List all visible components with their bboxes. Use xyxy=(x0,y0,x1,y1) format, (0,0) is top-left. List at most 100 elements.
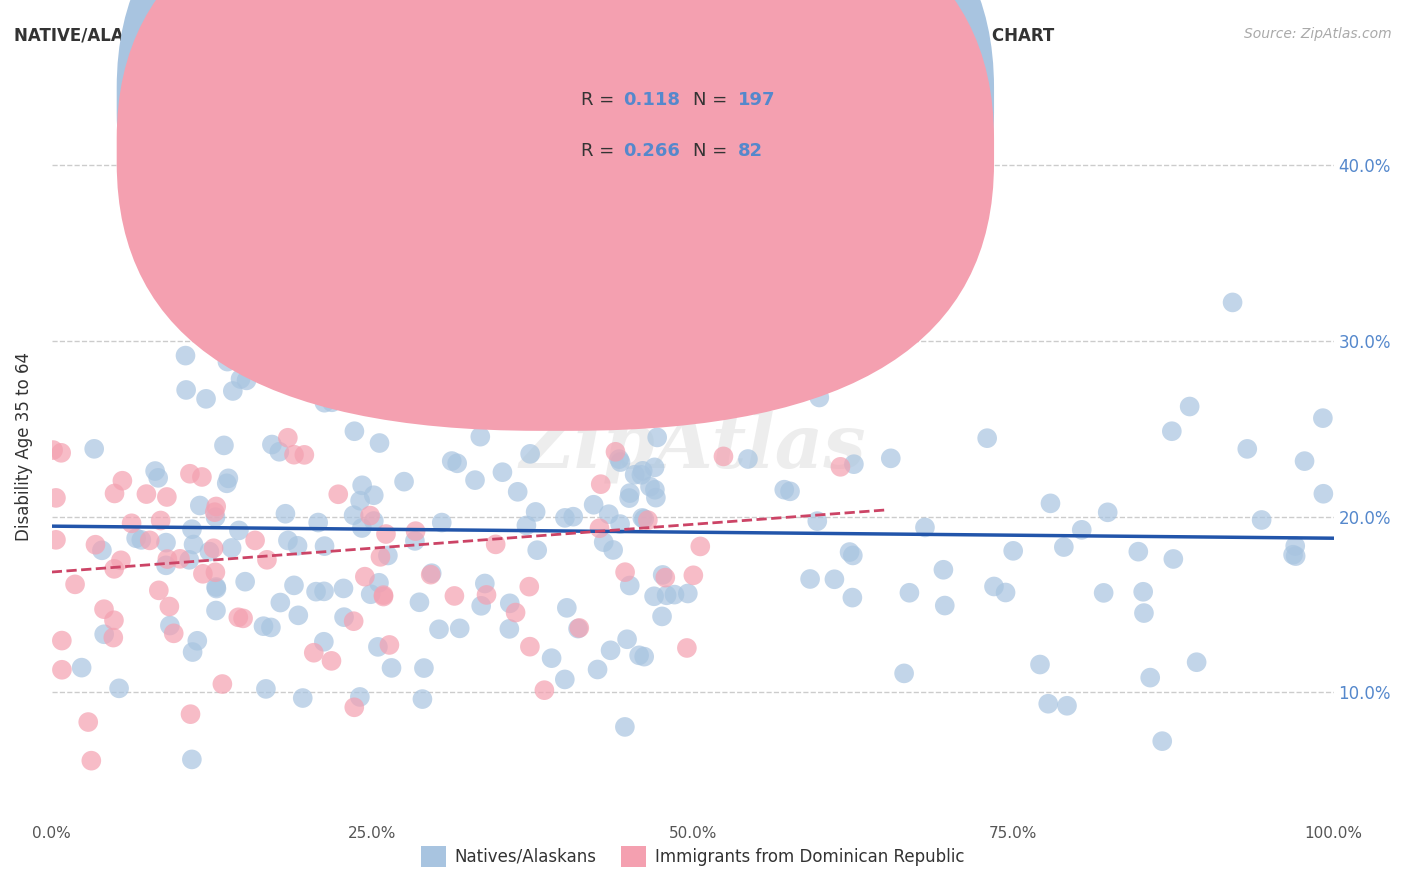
Point xyxy=(108,681,131,696)
Point xyxy=(45,491,67,505)
Point xyxy=(644,460,666,475)
Point xyxy=(353,569,375,583)
Point xyxy=(592,535,614,549)
Point xyxy=(148,583,170,598)
Point xyxy=(229,372,252,386)
Point xyxy=(291,691,314,706)
Point xyxy=(499,596,522,610)
Point xyxy=(277,431,299,445)
Point xyxy=(609,517,631,532)
Point xyxy=(221,541,243,555)
Text: R =: R = xyxy=(581,142,620,160)
Point xyxy=(314,539,336,553)
Point xyxy=(1163,552,1185,566)
Point xyxy=(77,714,100,729)
Point xyxy=(42,443,65,458)
Point xyxy=(599,643,621,657)
Point xyxy=(292,448,315,462)
Point xyxy=(637,513,659,527)
Point xyxy=(121,516,143,531)
Point xyxy=(617,377,640,392)
Point xyxy=(155,558,177,573)
Point xyxy=(215,476,238,491)
Point xyxy=(631,511,654,525)
Point xyxy=(1097,505,1119,519)
Point xyxy=(893,666,915,681)
Point xyxy=(474,576,496,591)
Point xyxy=(111,474,134,488)
Point xyxy=(205,580,228,594)
Point xyxy=(343,424,366,438)
Text: 0.118: 0.118 xyxy=(623,91,681,109)
Point xyxy=(582,498,605,512)
Point xyxy=(180,752,202,766)
Point xyxy=(283,448,305,462)
Point xyxy=(1178,400,1201,414)
Point xyxy=(602,543,624,558)
Text: Source: ZipAtlas.com: Source: ZipAtlas.com xyxy=(1244,27,1392,41)
Point xyxy=(368,436,391,450)
Point xyxy=(555,600,578,615)
Legend: Natives/Alaskans, Immigrants from Dominican Republic: Natives/Alaskans, Immigrants from Domini… xyxy=(415,839,972,873)
Point xyxy=(651,568,673,582)
Point xyxy=(1128,544,1150,558)
Point xyxy=(380,661,402,675)
Point xyxy=(350,521,373,535)
Point xyxy=(567,622,589,636)
Point xyxy=(655,588,678,602)
Point xyxy=(93,627,115,641)
Point xyxy=(254,681,277,696)
Point xyxy=(609,455,631,469)
Point xyxy=(983,579,1005,593)
Text: R =: R = xyxy=(581,91,620,109)
Text: 197: 197 xyxy=(738,91,776,109)
Point xyxy=(226,610,249,624)
Point xyxy=(633,649,655,664)
Point xyxy=(388,382,411,396)
Point xyxy=(368,575,391,590)
Point xyxy=(491,465,513,479)
Point xyxy=(169,551,191,566)
Point xyxy=(93,602,115,616)
Point xyxy=(342,508,364,523)
Point xyxy=(373,588,395,602)
Point xyxy=(413,661,436,675)
Point xyxy=(430,516,453,530)
Point xyxy=(49,446,72,460)
Point xyxy=(287,608,309,623)
Point xyxy=(260,620,283,634)
Point xyxy=(1056,698,1078,713)
Point xyxy=(363,514,385,528)
Point xyxy=(614,565,637,579)
Point xyxy=(174,383,197,397)
Point xyxy=(252,619,274,633)
Point xyxy=(799,572,821,586)
Point xyxy=(737,452,759,467)
Point xyxy=(529,396,551,410)
Point xyxy=(631,464,654,478)
Point xyxy=(630,467,652,482)
Point xyxy=(643,589,665,603)
Point xyxy=(204,566,226,580)
Point xyxy=(505,606,527,620)
Point xyxy=(1092,586,1115,600)
Point xyxy=(352,478,374,492)
Point xyxy=(1152,734,1174,748)
Point xyxy=(842,549,865,563)
Point xyxy=(204,510,226,524)
Point xyxy=(550,405,572,419)
Point xyxy=(598,507,620,521)
Point xyxy=(103,631,125,645)
Point xyxy=(808,391,831,405)
Point xyxy=(283,318,305,332)
Point xyxy=(333,610,356,624)
Point xyxy=(440,454,463,468)
Point xyxy=(373,590,395,604)
Point xyxy=(188,499,211,513)
Point xyxy=(1250,513,1272,527)
Point xyxy=(260,437,283,451)
Point xyxy=(243,533,266,548)
Point xyxy=(143,464,166,478)
Point xyxy=(321,654,343,668)
Point xyxy=(342,389,364,403)
